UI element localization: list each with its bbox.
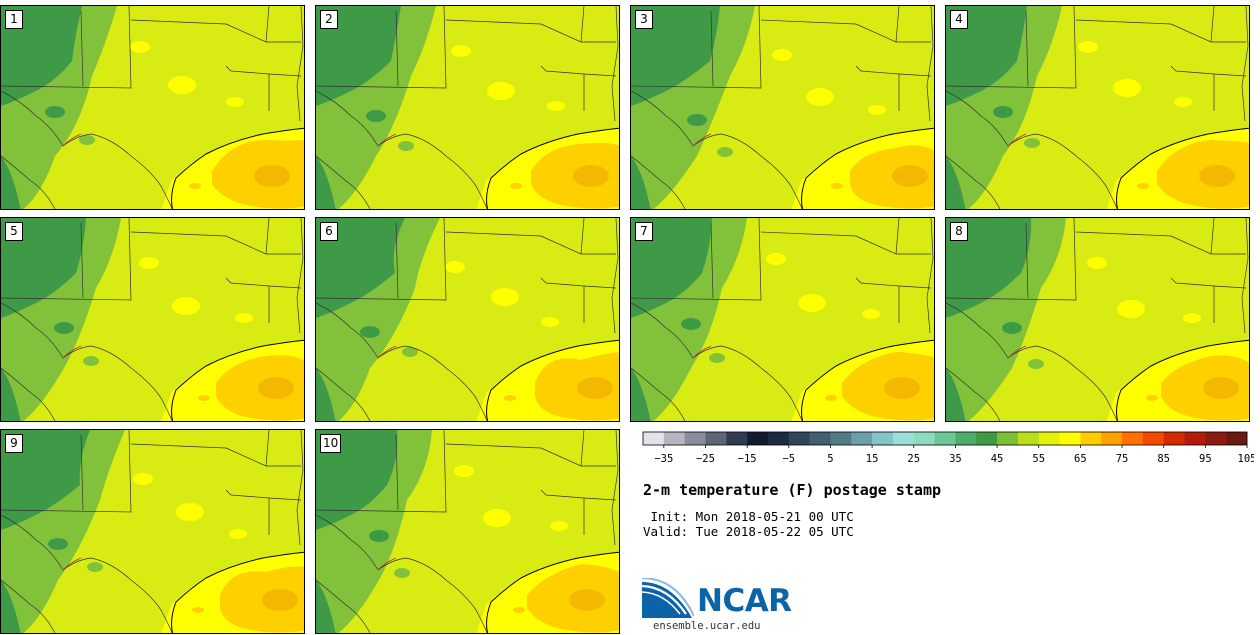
colorbar-swatch bbox=[684, 432, 706, 445]
colorbar-tick-label: 25 bbox=[907, 453, 920, 465]
colorbar-swatch bbox=[1080, 432, 1102, 445]
colorbar-swatch bbox=[1059, 432, 1081, 445]
stamp-number-label: 9 bbox=[5, 434, 23, 453]
colorbar-swatch bbox=[643, 432, 665, 445]
colorbar-tick-label: −15 bbox=[738, 453, 757, 465]
colorbar-swatch bbox=[851, 432, 873, 445]
colorbar-swatch bbox=[767, 432, 790, 445]
colorbar-swatch bbox=[976, 432, 998, 445]
colorbar-swatch bbox=[809, 432, 831, 445]
colorbar-swatch bbox=[934, 432, 956, 445]
colorbar-swatch bbox=[788, 432, 810, 445]
colorbar-tick-label: −35 bbox=[654, 453, 673, 465]
temperature-map bbox=[946, 218, 1249, 421]
colorbar-swatch bbox=[1122, 432, 1144, 445]
postage-stamp-map: 4 bbox=[945, 5, 1250, 210]
stamp-number-label: 7 bbox=[635, 222, 653, 241]
colorbar-tick-label: 45 bbox=[991, 453, 1004, 465]
stamp-number-label: 8 bbox=[950, 222, 968, 241]
colorbar-swatch bbox=[1017, 432, 1040, 445]
postage-stamp-map: 2 bbox=[315, 5, 620, 210]
stamp-number-label: 4 bbox=[950, 10, 968, 29]
colorbar-tick-label: 15 bbox=[866, 453, 879, 465]
temperature-map bbox=[316, 430, 619, 633]
colorbar-tick-label: 35 bbox=[949, 453, 962, 465]
ncar-logo-text: NCAR bbox=[697, 583, 792, 619]
colorbar-tick-label: 85 bbox=[1157, 453, 1170, 465]
colorbar-tick-label: 105 bbox=[1238, 453, 1254, 465]
colorbar-swatch bbox=[830, 432, 852, 445]
temperature-map bbox=[946, 6, 1249, 209]
colorbar-swatch bbox=[726, 432, 748, 445]
stamp-number-label: 5 bbox=[5, 222, 23, 241]
chart-title: 2-m temperature (F) postage stamp bbox=[643, 481, 942, 499]
ncar-logo-icon bbox=[642, 578, 694, 618]
colorbar-swatch bbox=[1142, 432, 1164, 445]
stamp-number-label: 2 bbox=[320, 10, 338, 29]
temperature-map bbox=[316, 218, 619, 421]
colorbar-tick-label: 55 bbox=[1032, 453, 1045, 465]
postage-stamp-map: 9 bbox=[0, 429, 305, 634]
colorbar-tick-label: 5 bbox=[827, 453, 833, 465]
colorbar-swatch bbox=[1038, 432, 1060, 445]
colorbar-swatch bbox=[913, 432, 935, 445]
colorbar-tick-label: 95 bbox=[1199, 453, 1212, 465]
temperature-map bbox=[1, 430, 304, 633]
colorbar-swatch bbox=[747, 432, 769, 445]
colorbar-swatch bbox=[1184, 432, 1206, 445]
init-time: Init: Mon 2018-05-21 00 UTC bbox=[643, 509, 854, 524]
colorbar-swatch bbox=[1226, 432, 1248, 445]
stamp-number-label: 3 bbox=[635, 10, 653, 29]
colorbar-tick-label: 75 bbox=[1116, 453, 1129, 465]
stamp-number-label: 1 bbox=[5, 10, 23, 29]
colorbar-swatch bbox=[705, 432, 727, 445]
colorbar-swatch bbox=[663, 432, 685, 445]
colorbar-tick-label: −5 bbox=[782, 453, 795, 465]
stamp-number-label: 6 bbox=[320, 222, 338, 241]
postage-stamp-map: 1 bbox=[0, 5, 305, 210]
colorbar-swatch bbox=[892, 432, 915, 445]
postage-stamp-map: 7 bbox=[630, 217, 935, 422]
temperature-map bbox=[1, 218, 304, 421]
colorbar-swatch bbox=[955, 432, 977, 445]
postage-stamp-map: 6 bbox=[315, 217, 620, 422]
valid-time: Valid: Tue 2018-05-22 05 UTC bbox=[643, 524, 854, 539]
temperature-map bbox=[631, 218, 934, 421]
colorbar-swatch bbox=[872, 432, 894, 445]
stamp-number-label: 10 bbox=[320, 434, 342, 453]
colorbar-swatch bbox=[997, 432, 1019, 445]
colorbar-swatch bbox=[1205, 432, 1227, 445]
colorbar-swatch bbox=[1163, 432, 1185, 445]
postage-stamp-map: 5 bbox=[0, 217, 305, 422]
temperature-colorbar: −35−25−15−55152535455565758595105115 bbox=[642, 431, 1254, 465]
postage-stamp-map: 8 bbox=[945, 217, 1250, 422]
colorbar-tick-label: 65 bbox=[1074, 453, 1087, 465]
postage-stamp-map: 3 bbox=[630, 5, 935, 210]
temperature-map bbox=[316, 6, 619, 209]
temperature-map bbox=[1, 6, 304, 209]
colorbar-swatch bbox=[1101, 432, 1123, 445]
postage-stamp-map: 10 bbox=[315, 429, 620, 634]
colorbar-tick-label: −25 bbox=[696, 453, 715, 465]
temperature-map bbox=[631, 6, 934, 209]
website-url: ensemble.ucar.edu bbox=[653, 620, 761, 632]
